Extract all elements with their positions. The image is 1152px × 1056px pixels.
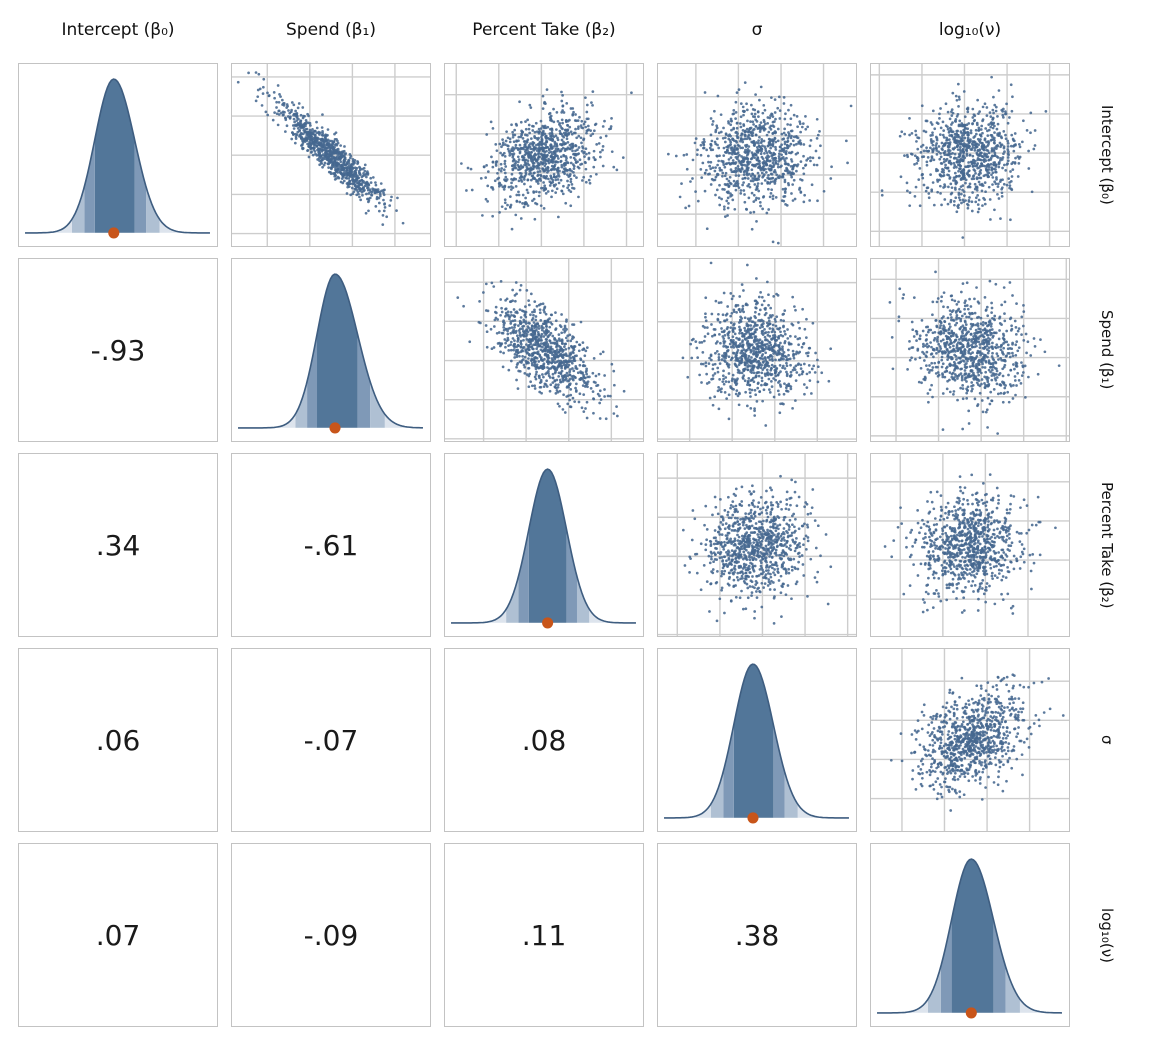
row-label-3: Percent Take (β₂) <box>1098 481 1116 609</box>
density-quantile-bands <box>664 664 850 818</box>
posterior-draws-points <box>681 261 833 427</box>
column-header-1: Intercept (β₀) <box>61 20 175 40</box>
density-quantile-bands <box>25 79 211 233</box>
density-quantile-bands <box>451 469 637 623</box>
correlation-value: .38 <box>734 918 780 952</box>
scatter-canvas <box>871 64 1069 246</box>
correlation-value: -.93 <box>90 333 146 367</box>
posterior-draws-points <box>236 71 405 226</box>
density-quantile-bands <box>877 859 1063 1013</box>
scatter-panel-r1c2 <box>231 63 431 247</box>
density-curve <box>664 663 849 819</box>
density-curve <box>877 858 1063 1014</box>
posterior-draws-points <box>456 279 626 421</box>
correlation-value: .06 <box>95 723 141 757</box>
median-dot-icon <box>108 227 120 239</box>
correlation-cell-r3c1: .34 <box>18 453 218 637</box>
density-canvas <box>238 273 424 434</box>
correlation-value: .08 <box>521 723 567 757</box>
scatter-canvas <box>445 64 643 246</box>
scatter-canvas <box>658 259 856 441</box>
density-curve <box>25 78 210 234</box>
density-canvas <box>877 858 1063 1019</box>
scatter-panel-r1c5 <box>870 63 1070 247</box>
correlation-cell-r5c3: .11 <box>444 843 644 1027</box>
corner-spacer <box>1083 8 1131 52</box>
correlation-cell-r3c2: -.61 <box>231 453 431 637</box>
median-dot-icon <box>747 812 759 824</box>
scatter-panel-r3c5 <box>870 453 1070 637</box>
correlation-cell-r5c2: -.09 <box>231 843 431 1027</box>
density-canvas <box>664 663 850 824</box>
scatter-canvas <box>871 454 1069 636</box>
column-header-4: σ <box>751 20 763 40</box>
posterior-draws-points <box>883 473 1057 615</box>
posterior-draws-points <box>666 81 853 245</box>
column-header-3: Percent Take (β₂) <box>472 20 616 40</box>
scatter-canvas <box>232 64 430 246</box>
row-label-5: log₁₀(ν) <box>1098 907 1116 963</box>
correlation-value: .07 <box>95 918 141 952</box>
density-panel-r5 <box>870 843 1070 1027</box>
scatter-canvas <box>871 649 1069 831</box>
density-curve <box>238 273 423 429</box>
row-label-2: Spend (β₁) <box>1098 310 1116 390</box>
posterior-draws-points <box>888 270 1061 435</box>
correlation-cell-r4c1: .06 <box>18 648 218 832</box>
correlation-value: -.61 <box>303 528 359 562</box>
correlation-value: .34 <box>95 528 141 562</box>
scatter-panel-r3c4 <box>657 453 857 637</box>
scatter-panel-r1c4 <box>657 63 857 247</box>
correlation-cell-r4c3: .08 <box>444 648 644 832</box>
scatter-canvas <box>658 64 856 246</box>
row-label-1: Intercept (β₀) <box>1098 105 1116 205</box>
grid-lines <box>445 64 643 246</box>
density-panel-r1 <box>18 63 218 247</box>
density-canvas <box>25 78 211 239</box>
posterior-draws-points <box>889 673 1065 812</box>
grid-lines <box>232 64 430 246</box>
correlation-value: -.07 <box>303 723 359 757</box>
scatter-canvas <box>658 454 856 636</box>
scatter-canvas <box>445 259 643 441</box>
scatter-panel-r4c5 <box>870 648 1070 832</box>
median-dot-icon <box>542 617 554 629</box>
median-dot-icon <box>329 422 341 434</box>
correlation-cell-r2c1: -.93 <box>18 258 218 442</box>
column-header-5: log₁₀(ν) <box>938 20 1002 40</box>
grid-lines <box>871 454 1069 636</box>
scatter-canvas <box>871 259 1069 441</box>
posterior-draws-points <box>880 75 1048 239</box>
pairs-plot: Intercept (β₀) Spend (β₁) Percent Take (β₂… <box>18 8 1131 1027</box>
correlation-cell-r4c2: -.07 <box>231 648 431 832</box>
correlation-value: -.09 <box>303 918 359 952</box>
density-panel-r4 <box>657 648 857 832</box>
posterior-draws-points <box>460 88 633 231</box>
scatter-panel-r1c3 <box>444 63 644 247</box>
row-label-4: σ <box>1098 735 1116 745</box>
grid-lines <box>871 259 1069 441</box>
correlation-value: .11 <box>521 918 567 952</box>
density-canvas <box>451 468 637 629</box>
median-dot-icon <box>965 1007 977 1019</box>
scatter-panel-r2c5 <box>870 258 1070 442</box>
density-curve <box>451 468 636 624</box>
grid-lines <box>658 259 856 441</box>
scatter-panel-r2c4 <box>657 258 857 442</box>
posterior-draws-points <box>681 474 833 625</box>
correlation-cell-r5c1: .07 <box>18 843 218 1027</box>
scatter-panel-r2c3 <box>444 258 644 442</box>
density-quantile-bands <box>238 274 424 428</box>
column-header-2: Spend (β₁) <box>286 20 376 40</box>
density-panel-r3 <box>444 453 644 637</box>
density-panel-r2 <box>231 258 431 442</box>
correlation-cell-r5c4: .38 <box>657 843 857 1027</box>
